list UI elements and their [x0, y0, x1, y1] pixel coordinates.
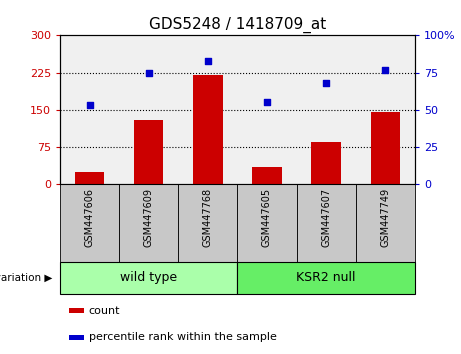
Bar [69, 308, 84, 313]
Bar [60, 262, 237, 294]
Text: percentile rank within the sample: percentile rank within the sample [89, 332, 277, 342]
Text: genotype/variation ▶: genotype/variation ▶ [0, 273, 53, 283]
Bar [237, 184, 296, 262]
Point [204, 58, 212, 63]
Bar [193, 75, 223, 184]
Text: GSM447768: GSM447768 [203, 188, 213, 247]
Bar [311, 142, 341, 184]
Point [263, 99, 271, 105]
Bar [252, 167, 282, 184]
Bar [134, 120, 164, 184]
Text: KSR2 null: KSR2 null [296, 272, 356, 284]
Bar [371, 112, 400, 184]
Bar [60, 184, 119, 262]
Bar [178, 184, 237, 262]
Text: GSM447749: GSM447749 [380, 188, 390, 247]
Bar [75, 172, 104, 184]
Text: GSM447605: GSM447605 [262, 188, 272, 247]
Text: wild type: wild type [120, 272, 177, 284]
Text: GSM447606: GSM447606 [84, 188, 95, 247]
Bar [356, 184, 415, 262]
Point [322, 80, 330, 86]
Text: GSM447609: GSM447609 [144, 188, 154, 247]
Title: GDS5248 / 1418709_at: GDS5248 / 1418709_at [149, 16, 326, 33]
Text: count: count [89, 306, 120, 316]
Bar [69, 335, 84, 339]
Bar [119, 184, 178, 262]
Bar [237, 262, 415, 294]
Text: GSM447607: GSM447607 [321, 188, 331, 247]
Bar [296, 184, 356, 262]
Point [145, 70, 152, 75]
Point [382, 67, 389, 73]
Point [86, 102, 93, 108]
